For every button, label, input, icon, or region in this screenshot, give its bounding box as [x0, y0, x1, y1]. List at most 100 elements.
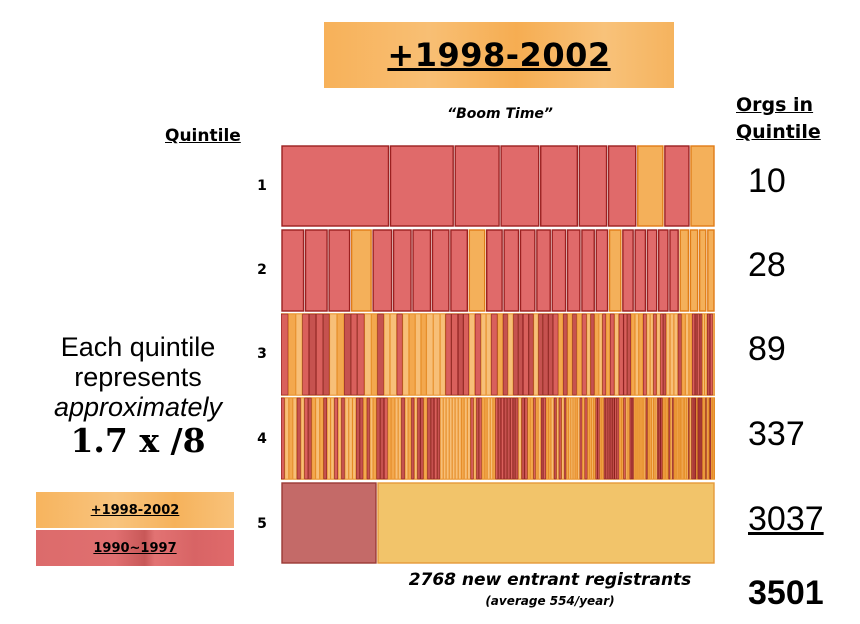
q4-stripe-recent [663, 397, 666, 480]
q4-stripe-recent [487, 397, 491, 480]
q4-stripe-recent [706, 397, 709, 480]
q4-stripe-early [308, 397, 312, 480]
q4-stripe-early [688, 397, 690, 480]
q3-stripe-recent [631, 313, 635, 396]
q4-stripe-early [470, 397, 474, 480]
q4-stripe-recent [686, 397, 689, 480]
q4-stripe-early [658, 397, 661, 480]
q3-stripe-recent [656, 313, 661, 396]
orgs-count-2: 28 [748, 246, 786, 284]
q4-stripe-recent [344, 397, 349, 480]
q4-stripe-early [304, 397, 309, 480]
quintile-number-2: 2 [257, 262, 267, 278]
q4-stripe-early [380, 397, 384, 480]
q4-stripe-recent [621, 397, 624, 480]
q4-stripe-recent [642, 397, 644, 480]
q2-block-early [304, 229, 328, 312]
q4-stripe-early [668, 397, 671, 480]
q4-stripe-recent [684, 397, 687, 480]
q3-stripe-early [660, 313, 664, 396]
q4-stripe-recent [330, 397, 335, 480]
q4-stripe-early [700, 397, 703, 480]
q4-stripe-recent [363, 397, 367, 480]
q4-stripe-recent [490, 397, 493, 480]
q4-stripe-recent [391, 397, 395, 480]
q4-stripe-recent [449, 397, 453, 480]
q3-stripe-early [474, 313, 481, 396]
desc-line-2: represents [74, 362, 202, 392]
q4-stripe-early [660, 397, 663, 480]
q4-stripe-early [383, 397, 388, 480]
q4-stripe-recent [593, 397, 596, 480]
q4-stripe-early [609, 397, 613, 480]
q4-stripe-recent [408, 397, 412, 480]
q4-stripe-early [500, 397, 504, 480]
q3-stripe-early [463, 313, 470, 396]
q4-stripe-recent [619, 397, 622, 480]
quintile-description: Each quintile represents approximately 1… [20, 332, 256, 457]
q3-stripe-early [653, 313, 657, 396]
q4-stripe-early [366, 397, 370, 480]
q4-stripe-early [521, 397, 525, 480]
q3-stripe-recent [605, 313, 610, 396]
q4-stripe-early [376, 397, 381, 480]
q4-stripe-early [411, 397, 415, 480]
q2-block-recent [679, 229, 690, 312]
q2-block-early [669, 229, 679, 312]
q4-stripe-recent [601, 397, 604, 480]
q4-stripe-early [603, 397, 606, 480]
q2-block-early [551, 229, 567, 312]
q4-stripe-early [691, 397, 694, 480]
q4-stripe-early [533, 397, 536, 480]
q3-stripe-recent [480, 313, 487, 396]
q3-stripe-recent [702, 313, 705, 396]
q4-stripe-recent [319, 397, 324, 480]
q4-stripe-recent [683, 397, 685, 480]
q3-stripe-early [491, 313, 498, 396]
q2-block-early [431, 229, 450, 312]
q3-stripe-recent [440, 313, 446, 396]
q3-stripe-early [699, 313, 703, 396]
q4-stripe-early [434, 397, 438, 480]
q4-stripe-early [417, 397, 421, 480]
q3-stripe-early [677, 313, 682, 396]
q4-stripe-recent [589, 397, 592, 480]
q3-stripe-recent [288, 313, 296, 396]
q3-stripe-early [581, 313, 587, 396]
boom-time-annotation: “Boom Time” [447, 106, 553, 122]
q4-stripe-recent [518, 397, 522, 480]
q2-block-early [281, 229, 305, 312]
q3-stripe-early [542, 313, 549, 396]
q4-stripe-recent [653, 397, 656, 480]
q4-stripe-recent [637, 397, 640, 480]
q3-stripe-recent [408, 313, 416, 396]
q4-stripe-recent [676, 397, 679, 480]
q4-stripe-recent [387, 397, 392, 480]
q1-block-early [281, 145, 390, 227]
q1-block-recent [637, 145, 664, 227]
q4-stripe-early [645, 397, 648, 480]
q4-stripe-recent [352, 397, 357, 480]
q3-stripe-early [563, 313, 568, 396]
q4-stripe-recent [651, 397, 654, 480]
q4-stripe-early [597, 397, 600, 480]
q4-stripe-early [698, 397, 701, 480]
q3-stripe-early [522, 313, 529, 396]
q3-stripe-early [350, 313, 358, 396]
q2-block-early [392, 229, 412, 312]
q4-stripe-early [657, 397, 659, 480]
q4-stripe-recent [689, 397, 692, 480]
quintile-header: Quintile [165, 126, 241, 146]
q4-stripe-recent [670, 397, 673, 480]
q4-stripe-early [584, 397, 588, 480]
q4-stripe-recent [675, 397, 677, 480]
q4-stripe-recent [404, 397, 409, 480]
q3-stripe-recent [669, 313, 674, 396]
q2-block-early [519, 229, 536, 312]
q4-stripe-recent [704, 397, 706, 480]
orgs-count-5: 3037 [748, 500, 824, 538]
q3-stripe-early [344, 313, 351, 396]
q4-stripe-recent [627, 397, 630, 480]
q3-stripe-recent [533, 313, 539, 396]
q4-stripe-recent [464, 397, 468, 480]
